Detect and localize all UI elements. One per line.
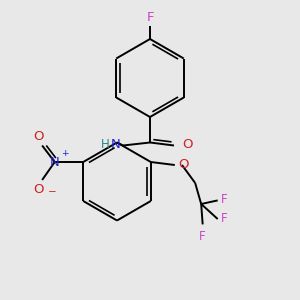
Text: F: F: [221, 212, 227, 226]
Text: F: F: [221, 193, 227, 206]
Text: O: O: [182, 137, 193, 151]
Text: N: N: [110, 138, 120, 151]
Text: N: N: [50, 155, 60, 169]
Text: O: O: [33, 183, 44, 196]
Text: H: H: [100, 138, 109, 151]
Text: −: −: [48, 187, 57, 197]
Text: O: O: [178, 158, 189, 171]
Text: O: O: [33, 130, 44, 142]
Text: F: F: [200, 230, 206, 243]
Text: F: F: [146, 11, 154, 24]
Text: +: +: [61, 149, 69, 158]
